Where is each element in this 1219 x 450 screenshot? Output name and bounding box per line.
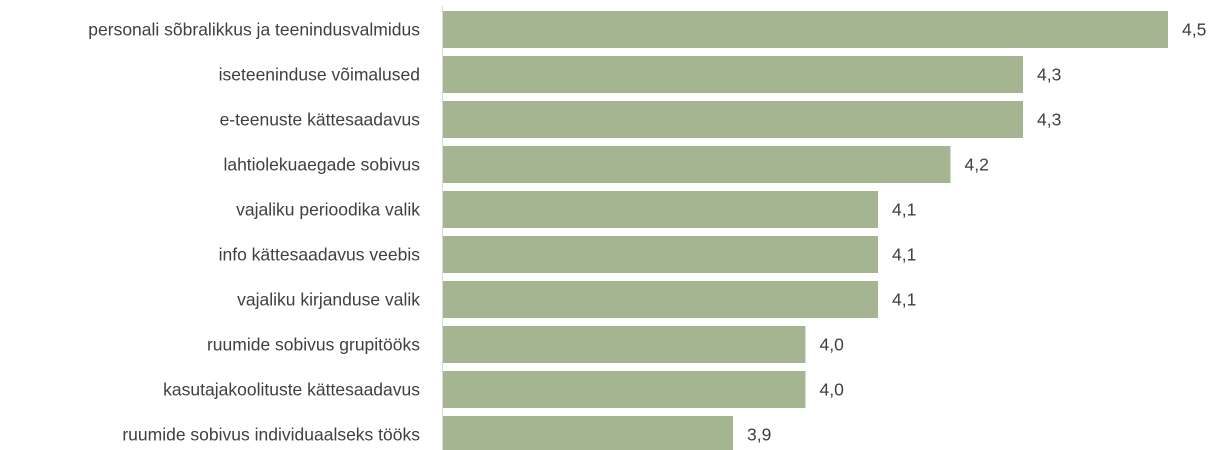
value-label-7: 4,0 xyxy=(820,335,845,355)
value-label-6: 4,1 xyxy=(892,290,916,310)
category-label-5: info kättesaadavus veebis xyxy=(219,245,421,265)
bar-9 xyxy=(443,416,733,450)
value-label-0: 4,5 xyxy=(1182,20,1206,40)
bar-2 xyxy=(443,101,1023,138)
category-label-4: vajaliku perioodika valik xyxy=(236,200,420,220)
category-label-1: iseteeninduse võimalused xyxy=(219,65,420,85)
category-label-0: personali sõbralikkus ja teenindusvalmid… xyxy=(88,20,420,40)
bar-0 xyxy=(443,11,1168,48)
category-labels-group: personali sõbralikkus ja teenindusvalmid… xyxy=(88,20,420,445)
category-label-2: e-teenuste kättesaadavus xyxy=(220,110,421,130)
value-label-1: 4,3 xyxy=(1037,65,1061,85)
value-label-4: 4,1 xyxy=(892,200,916,220)
bar-6 xyxy=(443,281,878,318)
category-label-8: kasutajakoolituste kättesaadavus xyxy=(163,380,420,400)
value-label-5: 4,1 xyxy=(892,245,916,265)
bar-1 xyxy=(443,56,1023,93)
category-label-7: ruumide sobivus grupitööks xyxy=(207,335,420,355)
bar-8 xyxy=(443,371,806,408)
bar-7 xyxy=(443,326,806,363)
bars-group xyxy=(443,11,1168,450)
bar-4 xyxy=(443,191,878,228)
category-label-9: ruumide sobivus individuaalseks tööks xyxy=(122,425,420,445)
bar-5 xyxy=(443,236,878,273)
category-label-3: lahtiolekuaegade sobivus xyxy=(223,155,420,175)
bar-3 xyxy=(443,146,951,183)
value-label-9: 3,9 xyxy=(747,425,771,445)
value-label-3: 4,2 xyxy=(965,155,989,175)
category-label-6: vajaliku kirjanduse valik xyxy=(237,290,420,310)
value-label-8: 4,0 xyxy=(820,380,845,400)
value-labels-group: 4,5 4,3 4,3 4,2 4,1 4,1 4,1 4,0 4,0 3,9 xyxy=(747,20,1206,445)
value-label-2: 4,3 xyxy=(1037,110,1061,130)
